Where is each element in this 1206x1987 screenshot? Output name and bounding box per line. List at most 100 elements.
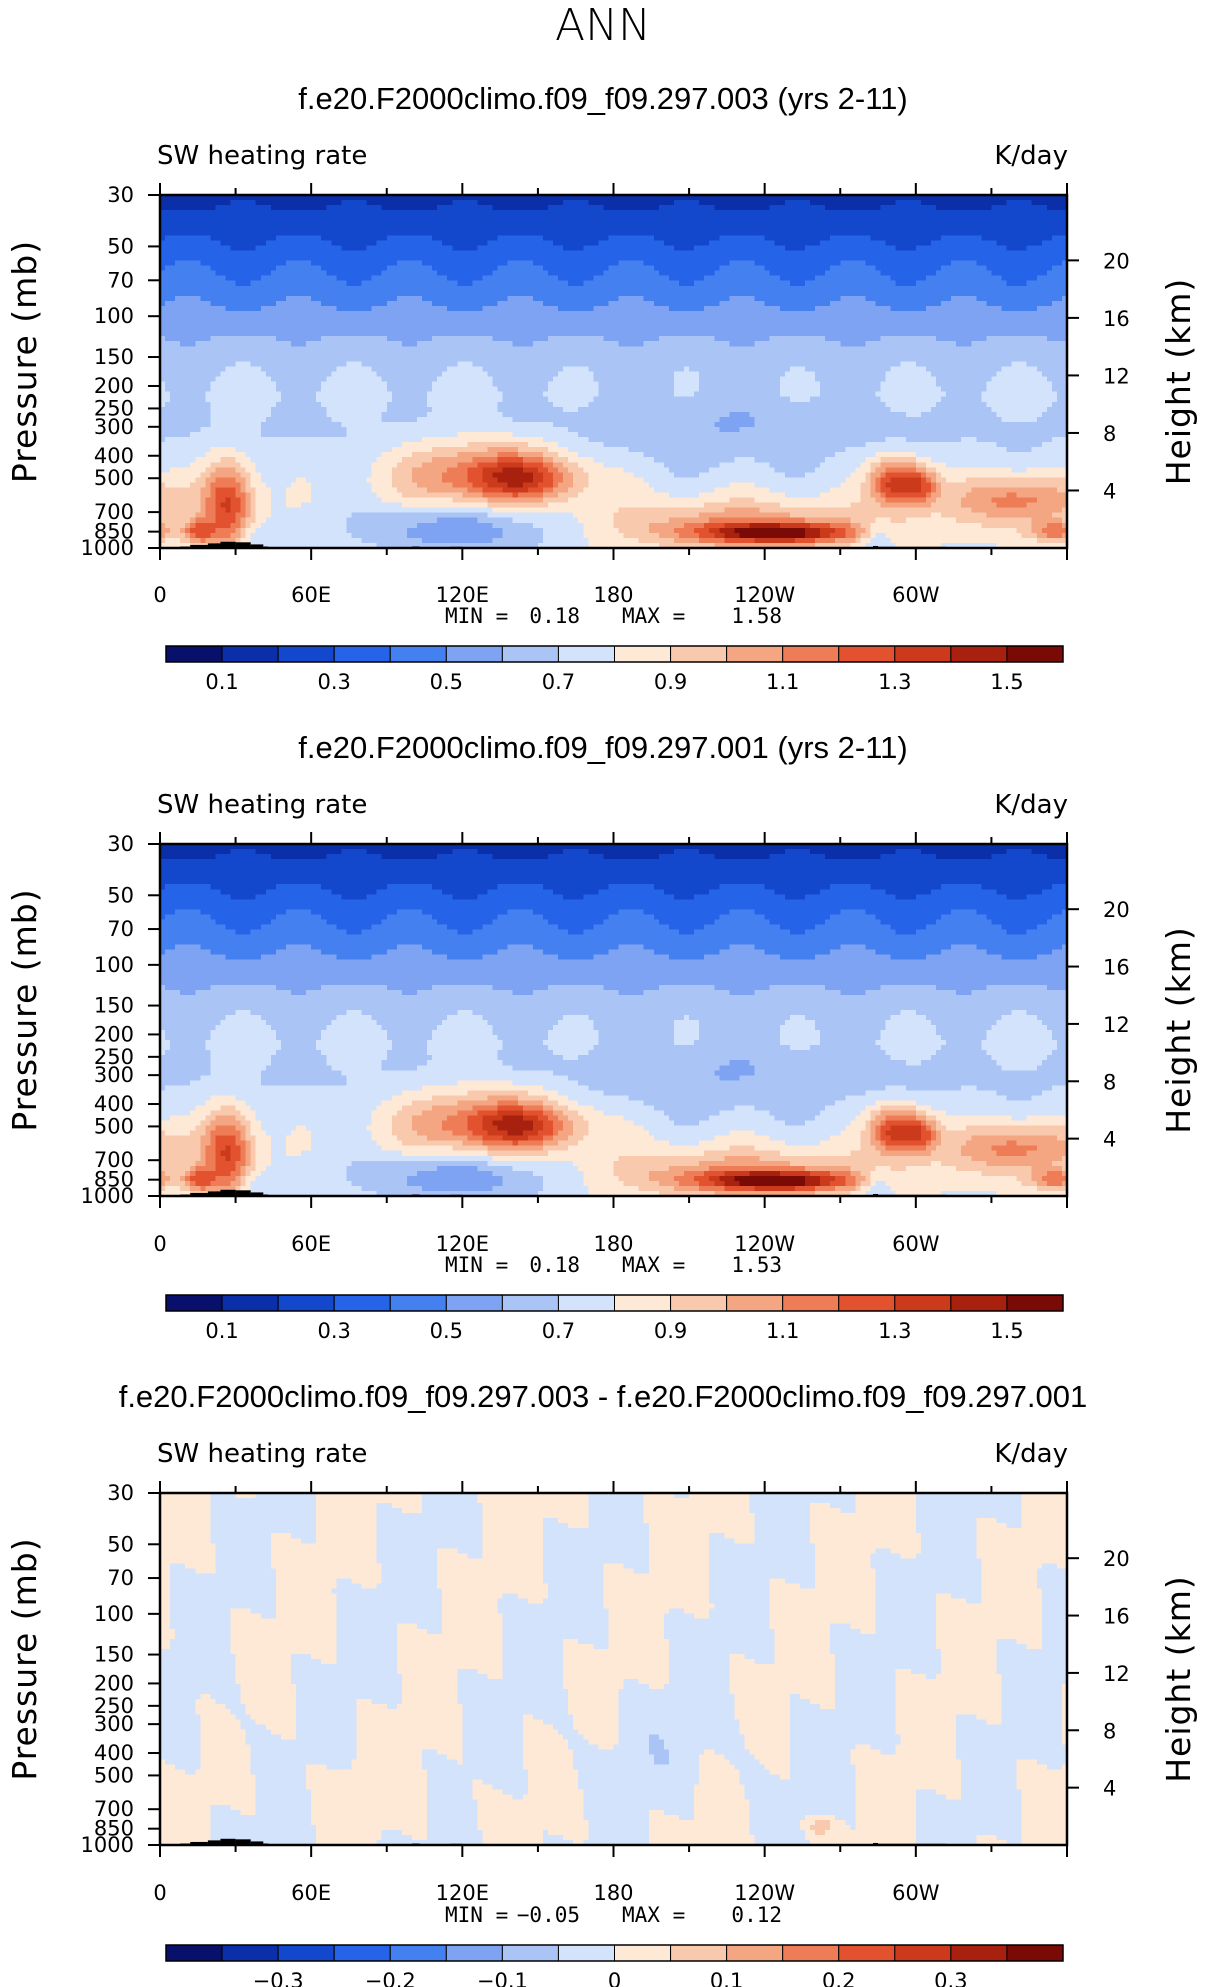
heatmap-cell	[165, 884, 211, 890]
heatmap-cell	[986, 949, 1053, 956]
heatmap-cell	[789, 1724, 897, 1730]
heatmap-cell	[1021, 1814, 1068, 1821]
heatmap-cell	[789, 1744, 856, 1751]
heatmap-cell	[376, 1583, 438, 1590]
heatmap-cell	[366, 849, 453, 855]
heatmap-cell	[160, 290, 1068, 297]
heatmap-cell	[401, 492, 463, 499]
heatmap-cell	[608, 300, 655, 307]
heatmap-cell	[170, 1568, 196, 1575]
heatmap-cell	[215, 527, 237, 534]
heatmap-cell	[774, 1653, 836, 1660]
heatmap-cell	[1041, 1598, 1068, 1605]
heatmap-cell	[296, 1709, 358, 1715]
heatmap-cell	[618, 507, 725, 514]
heatmap-cell	[336, 924, 373, 931]
heatmap-cell	[673, 527, 695, 534]
heatmap-cell	[935, 1603, 1043, 1610]
heatmap-cell	[326, 376, 383, 383]
heatmap-cell	[245, 492, 252, 499]
heatmap-cell	[160, 1050, 166, 1056]
heatmap-cell	[880, 1105, 917, 1112]
x-tick-label: 60E	[291, 583, 331, 607]
heatmap-cell	[270, 376, 327, 383]
heatmap-cell	[709, 1588, 771, 1595]
heatmap-cell	[749, 1503, 811, 1509]
heatmap-cell	[467, 1120, 484, 1127]
heatmap-cell	[1016, 1759, 1038, 1766]
heatmap-cell	[492, 522, 534, 529]
heatmap-cell	[160, 215, 1068, 221]
heatmap-cell	[291, 1663, 398, 1670]
heatmap-cell	[996, 1653, 1068, 1660]
heatmap-cell	[160, 994, 1068, 1001]
heatmap-cell	[275, 984, 322, 991]
heatmap-cell	[714, 854, 771, 860]
heatmap-cell	[1061, 1704, 1068, 1710]
heatmap-cell	[542, 1553, 650, 1559]
heatmap-cell	[477, 200, 564, 206]
heatmap-cell	[663, 1633, 776, 1640]
heatmap-cell	[935, 482, 942, 489]
heatmap-cell	[915, 245, 1008, 252]
heatmap-cell	[875, 949, 942, 956]
heatmap-cell	[865, 457, 882, 463]
heatmap-cell	[920, 472, 927, 478]
terrain-block	[250, 544, 264, 548]
heatmap-cell	[432, 386, 499, 393]
heatmap-cell	[210, 406, 272, 413]
heatmap-cell	[845, 1180, 856, 1187]
y2-tick-label: 16	[1103, 1605, 1130, 1629]
left-subtitle: SW heating rate	[157, 141, 367, 171]
heatmap-cell	[160, 849, 232, 855]
heatmap-cell	[422, 295, 509, 302]
heatmap-cell	[230, 1170, 242, 1177]
heatmap-cell	[245, 1734, 282, 1740]
heatmap-cell	[1001, 1679, 1068, 1685]
heatmap-cell	[608, 235, 655, 241]
heatmap-cell	[210, 1513, 317, 1519]
heatmap-cell	[316, 1523, 378, 1529]
heatmap-cell	[255, 200, 342, 206]
heatmap-cell	[573, 1120, 589, 1127]
heatmap-cell	[215, 1150, 222, 1157]
heatmap-cell	[160, 200, 232, 206]
heatmap-cell	[175, 909, 201, 915]
heatmap-cell	[497, 235, 544, 241]
heatmap-cell	[240, 502, 247, 509]
heatmap-cell	[477, 462, 499, 468]
heatmap-cell	[880, 1120, 887, 1127]
heatmap-cell	[754, 416, 1003, 423]
heatmap-cell	[482, 275, 559, 282]
heatmap-cell	[341, 849, 368, 855]
heatmap-cell	[845, 1095, 1008, 1102]
heatmap-cell	[719, 1075, 741, 1081]
heatmap-cell	[356, 1714, 463, 1720]
heatmap-cell	[160, 1694, 201, 1700]
heatmap-cell	[684, 366, 690, 373]
terrain-block	[220, 1189, 236, 1196]
heatmap-cell	[1061, 1684, 1068, 1690]
colorbar-swatch	[838, 645, 896, 663]
heatmap-cell	[956, 1739, 1063, 1746]
heatmap-cell	[165, 265, 211, 272]
heatmap-cell	[250, 482, 267, 489]
heatmap-cell	[885, 1020, 932, 1026]
heatmap-cell	[961, 1085, 977, 1091]
heatmap-cell	[1036, 416, 1068, 423]
heatmap-cell	[532, 477, 544, 484]
heatmap-cell	[603, 270, 660, 277]
heatmap-cell	[396, 1633, 504, 1640]
heatmap-cell	[563, 1055, 579, 1061]
heatmap-cell	[250, 477, 262, 484]
heatmap-cell	[769, 1618, 877, 1625]
heatmap-cell	[1041, 371, 1068, 378]
y2-tick-label: 8	[1103, 422, 1116, 446]
heatmap-cell	[563, 1014, 589, 1021]
heatmap-cell	[1016, 527, 1033, 534]
heatmap-cell	[195, 341, 292, 347]
colorbar-swatch	[1006, 645, 1064, 663]
heatmap-cell	[160, 1784, 257, 1791]
heatmap-cell	[477, 1809, 584, 1816]
heatmap-cell	[245, 1125, 252, 1132]
